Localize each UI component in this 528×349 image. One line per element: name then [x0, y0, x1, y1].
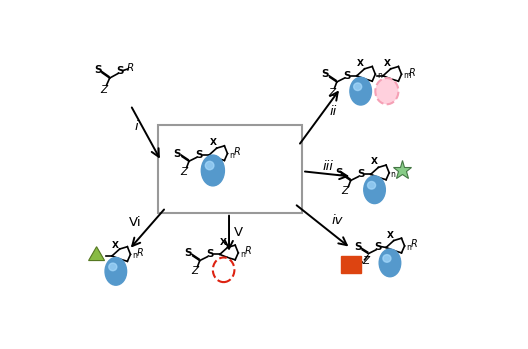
Text: X: X [220, 238, 227, 247]
Text: i: i [135, 120, 138, 133]
Text: R: R [233, 147, 240, 157]
Text: X: X [383, 59, 390, 68]
Text: S: S [335, 168, 343, 178]
Ellipse shape [383, 255, 391, 262]
Text: Z: Z [342, 186, 349, 196]
Text: S: S [322, 69, 329, 79]
Text: S: S [95, 65, 102, 75]
Text: iii: iii [322, 160, 333, 173]
Text: X: X [371, 157, 378, 166]
Text: R: R [409, 68, 415, 78]
Text: Z: Z [191, 266, 198, 276]
Text: R: R [127, 63, 134, 73]
Text: n: n [377, 71, 382, 80]
Ellipse shape [364, 176, 385, 203]
Text: Z: Z [101, 84, 108, 95]
Text: Z: Z [180, 167, 187, 177]
Text: X: X [209, 138, 216, 147]
Text: n: n [229, 150, 234, 159]
Text: Vi: Vi [129, 216, 142, 229]
Text: X: X [357, 59, 364, 68]
Text: S: S [357, 169, 364, 179]
Ellipse shape [354, 83, 362, 90]
Text: iv: iv [331, 214, 343, 227]
Text: ii: ii [329, 105, 336, 118]
Bar [158, 125, 302, 213]
Ellipse shape [109, 263, 117, 271]
Bar [341, 256, 361, 273]
Text: X: X [386, 231, 393, 240]
Text: X: X [111, 241, 119, 250]
Text: n: n [240, 250, 244, 259]
Text: Z: Z [328, 88, 335, 98]
Text: V: V [234, 227, 243, 239]
Ellipse shape [375, 78, 399, 104]
Ellipse shape [205, 161, 214, 170]
Text: n: n [391, 170, 395, 179]
Text: n: n [406, 243, 411, 252]
Text: S: S [354, 242, 361, 252]
Text: S: S [117, 66, 124, 76]
Text: R: R [244, 246, 251, 256]
Text: S: S [195, 150, 203, 160]
Ellipse shape [201, 155, 224, 186]
Text: n: n [132, 251, 137, 260]
Ellipse shape [367, 181, 375, 189]
Text: S: S [174, 149, 181, 158]
Text: Z: Z [363, 256, 370, 266]
Ellipse shape [350, 77, 372, 105]
Ellipse shape [379, 249, 401, 277]
Ellipse shape [105, 258, 127, 285]
Text: S: S [343, 71, 351, 81]
Text: R: R [411, 239, 418, 250]
Text: S: S [184, 248, 192, 258]
Text: m: m [403, 71, 410, 80]
Text: R: R [137, 248, 144, 258]
Ellipse shape [213, 258, 234, 282]
Text: S: S [206, 250, 213, 259]
Text: S: S [375, 243, 382, 252]
